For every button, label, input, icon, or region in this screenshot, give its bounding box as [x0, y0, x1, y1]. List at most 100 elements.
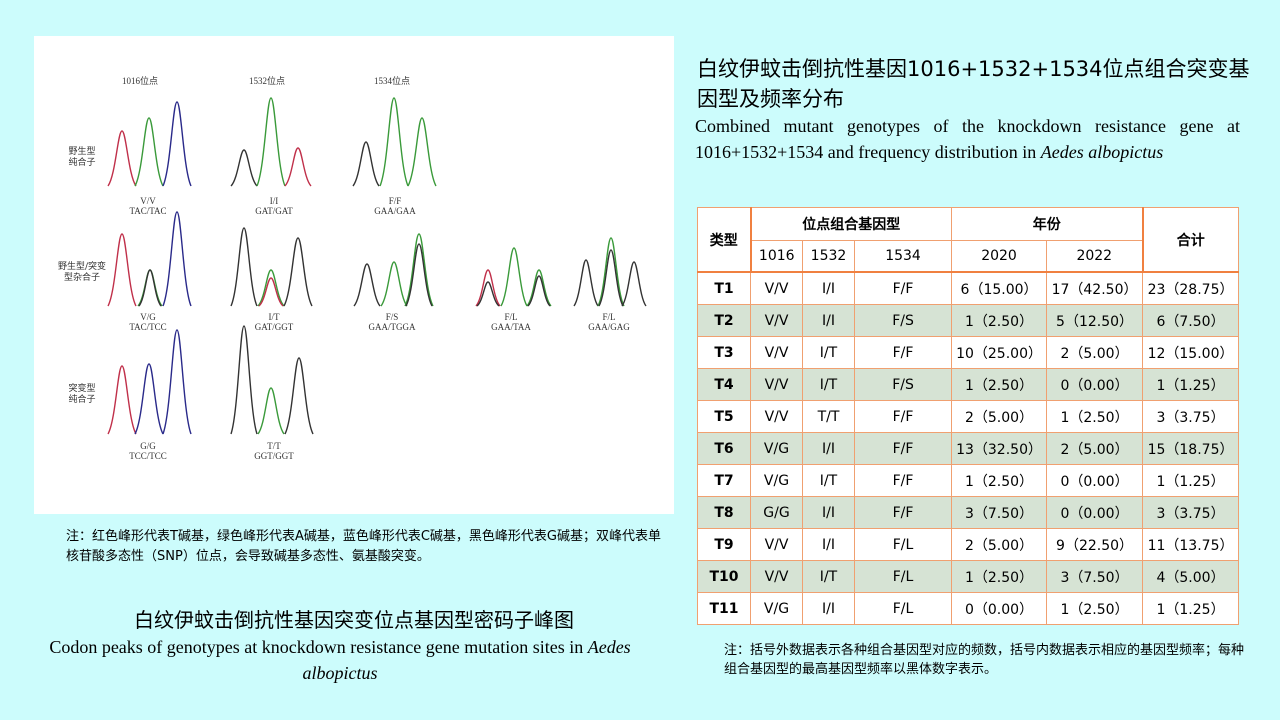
row-label-hetero-2: 型杂合子: [64, 271, 100, 283]
genotype-label: V/G: [140, 312, 156, 322]
table-row: T4 V/V I/T F/S 1（2.50） 0（0.00） 1（1.25）: [697, 368, 1240, 401]
table-row: T11 V/G I/I F/L 0（0.00） 1（2.50） 1（1.25）: [697, 592, 1240, 625]
table-row: T6 V/G I/I F/F 13（32.50） 2（5.00） 15（18.75）: [697, 432, 1240, 465]
codon-label: GAA/GAG: [588, 322, 630, 332]
row-label-wild-1: 野生型: [68, 145, 95, 157]
cell-y2020: 3（7.50）: [951, 496, 1048, 529]
genotype-label: F/L: [602, 312, 615, 322]
cell-l1532: T/T: [802, 400, 855, 433]
chromatogram-peak: [134, 363, 164, 435]
cell-l1532: I/T: [802, 560, 855, 593]
cell-l1016: V/V: [750, 528, 803, 561]
cell-l1534: F/F: [853, 464, 953, 497]
genotype-label: G/G: [140, 441, 156, 451]
cell-y2020: 10（25.00）: [951, 336, 1048, 369]
cell-type: T11: [697, 592, 751, 625]
table-row: T9 V/V I/I F/L 2（5.00） 9（22.50） 11（13.75）: [697, 528, 1240, 561]
codon-label: GGT/GGT: [254, 451, 294, 461]
peak-group-vg: V/G TAC/TCC: [107, 211, 192, 332]
genotype-label: F/L: [504, 312, 517, 322]
table-row: T1 V/V I/I F/F 6（15.00） 17（42.50） 23（28.75）: [697, 271, 1240, 305]
peak-group-fl-gag: F/L GAA/GAG: [573, 237, 647, 332]
peak-group-ii: I/I GAT/GAT: [230, 97, 312, 216]
cell-l1016: V/G: [750, 592, 803, 625]
genotype-label: I/I: [270, 196, 279, 206]
header-year: 年份: [951, 207, 1144, 241]
cell-y2022: 2（5.00）: [1046, 336, 1144, 369]
table-title-en-species: Aedes albopictus: [1040, 142, 1164, 162]
peak-figure-title-cn: 白纹伊蚊击倒抗性基因突变位点基因型密码子峰图: [134, 608, 574, 632]
cell-y2022: 0（0.00）: [1046, 464, 1144, 497]
cell-l1532: I/T: [802, 368, 855, 401]
cell-l1016: V/V: [750, 336, 803, 369]
table-row: T10 V/V I/T F/L 1（2.50） 3（7.50） 4（5.00）: [697, 560, 1240, 593]
chromatogram-peak: [107, 233, 137, 307]
cell-total: 11（13.75）: [1142, 528, 1240, 561]
chromatogram-peak: [526, 269, 552, 307]
chromatogram-peak: [353, 263, 381, 307]
cell-l1534: F/S: [853, 304, 953, 337]
cell-l1532: I/I: [802, 271, 855, 305]
table-row: T5 V/V T/T F/F 2（5.00） 1（2.50） 3（3.75）: [697, 400, 1240, 433]
cell-type: T2: [697, 304, 751, 337]
row-label-hetero-1: 野生型/突变: [58, 260, 106, 272]
header-locus-1534: 1534: [853, 240, 953, 273]
cell-type: T7: [697, 464, 751, 497]
cell-y2020: 1（2.50）: [951, 464, 1048, 497]
chromatogram-peak: [257, 387, 285, 435]
cell-total: 3（3.75）: [1142, 400, 1240, 433]
cell-total: 6（7.50）: [1142, 304, 1240, 337]
cell-l1016: V/V: [750, 368, 803, 401]
cell-y2020: 2（5.00）: [951, 400, 1048, 433]
header-locus-1532: 1532: [802, 240, 855, 273]
peak-figure-title-en: Codon peaks of genotypes at knockdown re…: [40, 634, 640, 686]
cell-l1016: V/G: [750, 432, 803, 465]
locus-label-1534: 1534位点: [374, 75, 410, 86]
cell-l1534: F/F: [853, 271, 953, 305]
table-title-en-text: Combined mutant genotypes of the knockdo…: [695, 116, 1240, 162]
codon-label: TCC/TCC: [129, 451, 167, 461]
cell-y2022: 1（2.50）: [1046, 592, 1144, 625]
cell-l1532: I/I: [802, 528, 855, 561]
chromatogram-svg: 1016位点 1532位点 1534位点 野生型 纯合子 野生型/突变 型杂合子…: [58, 75, 647, 461]
genotype-label: F/F: [389, 196, 402, 206]
cell-total: 1（1.25）: [1142, 592, 1240, 625]
header-total: 合计: [1141, 207, 1240, 273]
peak-group-tt: T/T GGT/GGT: [230, 325, 314, 461]
cell-y2020: 0（0.00）: [951, 592, 1048, 625]
genotype-label: T/T: [267, 441, 281, 451]
peak-title-en-text: Codon peaks of genotypes at knockdown re…: [49, 637, 588, 657]
row-label-mutant-1: 突变型: [68, 382, 95, 394]
cell-total: 4（5.00）: [1142, 560, 1240, 593]
cell-y2022: 0（0.00）: [1046, 368, 1144, 401]
cell-l1534: F/F: [853, 496, 953, 529]
genotype-label: I/T: [269, 312, 280, 322]
cell-type: T6: [697, 432, 751, 465]
cell-l1016: G/G: [750, 496, 803, 529]
cell-y2022: 5（12.50）: [1046, 304, 1144, 337]
chromatogram-peak: [162, 329, 192, 435]
chromatogram-peak: [597, 237, 625, 307]
peak-figure-note: 注：红色峰形代表T碱基，绿色峰形代表A碱基，蓝色峰形代表C碱基，黑色峰形代表G碱…: [66, 529, 661, 564]
chromatogram-peak: [138, 269, 162, 307]
cell-l1534: F/F: [853, 336, 953, 369]
cell-l1532: I/I: [802, 496, 855, 529]
table-title-en: Combined mutant genotypes of the knockdo…: [695, 113, 1240, 165]
genotype-label: V/V: [140, 196, 156, 206]
chromatogram-peak: [162, 211, 192, 307]
cell-l1534: F/L: [853, 528, 953, 561]
genotype-label: F/S: [386, 312, 399, 322]
chromatogram-peak: [283, 237, 313, 307]
cell-y2022: 2（5.00）: [1046, 432, 1144, 465]
peak-group-fs: F/S GAA/TGGA: [353, 233, 434, 332]
chromatogram-peak: [162, 101, 192, 187]
chromatogram-peak: [598, 249, 624, 307]
table-note: 注：括号外数据表示各种组合基因型对应的频数，括号内数据表示相应的基因型频率；每种…: [724, 643, 1245, 677]
codon-label: GAT/GGT: [255, 322, 294, 332]
table-row: T8 G/G I/I F/F 3（7.50） 0（0.00） 3（3.75）: [697, 496, 1240, 529]
chromatogram-peak: [527, 275, 551, 307]
cell-y2022: 9（22.50）: [1046, 528, 1144, 561]
header-year-2020: 2020: [951, 240, 1048, 273]
chromatogram-peak: [352, 141, 380, 187]
row-label-wild-2: 纯合子: [68, 156, 95, 168]
